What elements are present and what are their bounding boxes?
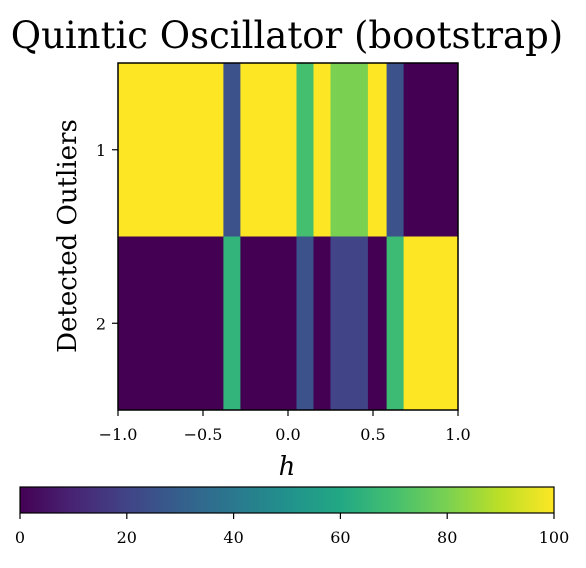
x-tick-label: −0.5 — [184, 425, 223, 444]
heatmap-cells — [118, 63, 459, 411]
heatmap-cell — [240, 236, 297, 411]
x-tick-label: 1.0 — [445, 425, 470, 444]
heatmap-cell — [223, 236, 241, 411]
heatmap-cell — [386, 63, 405, 237]
heatmap-cell — [330, 236, 369, 411]
colorbar-tick-label: 0 — [15, 528, 25, 547]
y-tick-label: 2 — [96, 314, 106, 333]
x-axis-label: h — [279, 452, 296, 482]
heatmap-cell — [118, 63, 224, 237]
heatmap-cell — [403, 63, 459, 237]
heatmap-cell — [403, 236, 459, 411]
heatmap-cell — [313, 236, 331, 411]
colorbar-tick-label: 20 — [117, 528, 137, 547]
colorbar-tick-label: 80 — [437, 528, 457, 547]
colorbar-ticks: 0 20 40 60 80 100 — [15, 513, 569, 547]
chart-title: Quintic Oscillator (bootstrap) — [11, 14, 563, 57]
x-tick-label: −1.0 — [99, 425, 138, 444]
y-tick-label: 1 — [96, 141, 106, 160]
y-axis-ticks: 12 — [96, 141, 118, 333]
colorbar — [19, 486, 555, 514]
x-axis-ticks: −1.0 −0.5 0.0 0.5 1.0 — [99, 410, 471, 444]
heatmap-cell — [313, 63, 331, 237]
heatmap-cell — [223, 63, 241, 237]
colorbar-tick-label: 40 — [223, 528, 243, 547]
heatmap-cell — [386, 236, 405, 411]
heatmap-cell — [296, 236, 314, 411]
heatmap-cell — [118, 236, 224, 411]
y-axis-label: Detected Outliers — [53, 119, 83, 353]
colorbar-tick-label: 60 — [330, 528, 350, 547]
heatmap-cell — [367, 63, 388, 237]
colorbar-tick-label: 100 — [539, 528, 570, 547]
heatmap-cell — [330, 63, 369, 237]
heatmap-cell — [367, 236, 388, 411]
x-tick-label: 0.5 — [360, 425, 385, 444]
heatmap-cell — [296, 63, 314, 237]
x-tick-label: 0.0 — [275, 425, 300, 444]
heatmap-cell — [240, 63, 297, 237]
